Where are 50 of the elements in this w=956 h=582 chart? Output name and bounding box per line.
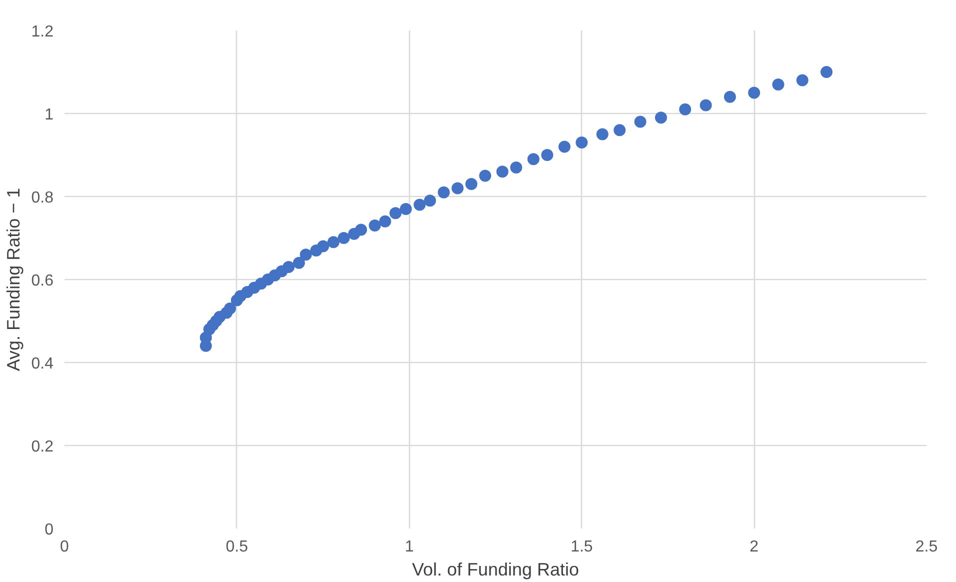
y-tick-label: 0	[44, 522, 54, 538]
point	[224, 302, 236, 315]
point	[452, 182, 464, 194]
point	[292, 256, 305, 269]
x-tick-label: 2.5	[915, 538, 938, 556]
x-axis-title: Vol. of Funding Ratio	[412, 560, 580, 580]
point	[679, 103, 692, 116]
point	[496, 166, 508, 178]
point	[576, 136, 588, 149]
point	[655, 112, 668, 124]
point	[510, 161, 522, 174]
x-tick-label: 0.5	[226, 538, 248, 556]
point	[355, 224, 368, 236]
point	[724, 90, 736, 103]
point	[424, 194, 436, 207]
point	[820, 66, 833, 78]
y-tick-label: 0.4	[31, 356, 54, 372]
point	[596, 128, 608, 140]
y-tick-label: 1.2	[31, 24, 54, 40]
point	[772, 78, 784, 90]
point	[390, 207, 402, 220]
point	[379, 215, 392, 228]
point	[748, 86, 760, 99]
point	[338, 232, 350, 244]
y-tick-label: 0.6	[31, 272, 54, 290]
point	[634, 116, 646, 128]
point	[479, 170, 492, 182]
x-tick-label: 1	[404, 538, 414, 556]
y-axis-title: Avg. Funding Ratio − 1	[3, 188, 24, 372]
y-tick-label: 1	[44, 106, 54, 124]
y-tick-label: 0.8	[31, 190, 54, 206]
point	[541, 149, 554, 161]
point	[438, 186, 450, 198]
x-tick-label: 1.5	[570, 538, 593, 556]
point	[796, 74, 808, 86]
point	[400, 202, 412, 215]
point	[327, 236, 340, 248]
point	[300, 248, 312, 261]
point	[414, 198, 426, 211]
y-tick-label: 0.2	[31, 438, 54, 456]
point	[282, 261, 295, 274]
point	[700, 99, 712, 112]
point	[527, 153, 540, 166]
point	[368, 220, 381, 232]
x-tick-label: 0	[60, 538, 70, 556]
point	[558, 140, 570, 153]
point	[317, 240, 330, 252]
x-tick-label: 2	[750, 538, 759, 556]
point	[465, 178, 478, 190]
point	[614, 124, 626, 136]
